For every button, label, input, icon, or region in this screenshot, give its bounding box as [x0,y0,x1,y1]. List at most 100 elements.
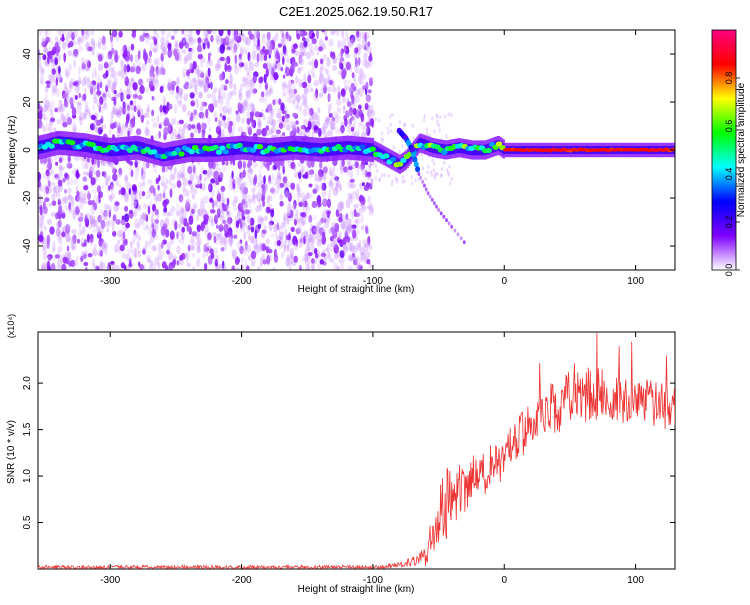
trace-blob [400,157,407,163]
noise-speck [310,49,315,56]
noise-speck [197,81,203,87]
noise-speck [260,163,264,169]
noise-speck [42,126,46,133]
noise-speck [110,109,115,119]
noise-speck [220,185,226,192]
noise-speck [111,263,117,270]
noise-speck [227,217,233,224]
noise-speck [104,203,109,210]
noise-speck [83,163,89,170]
noise-speck [64,200,67,210]
noise-speck [219,237,222,247]
noise-speck [221,165,227,172]
noise-speck [215,197,219,208]
noise-speck [345,213,349,221]
noise-speck [119,244,125,252]
noise-speck [258,201,261,209]
noise-speck [360,252,366,261]
noise-speck [345,30,349,41]
noise-speck [69,82,72,93]
trace-core [230,142,233,156]
noise-speck [426,132,429,137]
noise-speck [38,54,42,63]
noise-speck [216,224,219,229]
noise-speck [328,93,332,101]
noise-speck [353,208,357,218]
noise-speck [57,246,61,255]
noise-speck [318,73,324,83]
noise-speck [268,222,273,232]
noise-speck [361,182,365,187]
noise-speck [278,225,283,231]
noise-speck [299,218,304,224]
noise-speck [58,65,61,75]
noise-speck [137,95,143,100]
noise-speck [279,231,284,240]
noise-speck [272,119,277,127]
noise-speck [116,128,122,137]
noise-speck [308,169,315,175]
noise-speck [74,155,80,161]
noise-speck [111,66,116,72]
noise-speck [243,38,249,46]
noise-speck [289,209,294,218]
noise-speck [126,83,132,93]
noise-speck [348,123,353,129]
noise-speck [110,260,115,265]
noise-speck [331,116,335,122]
noise-speck [322,197,326,206]
noise-speck [302,50,307,56]
noise-speck [319,219,322,226]
noise-speck [71,35,75,44]
noise-speck [227,108,230,115]
noise-speck [359,256,364,263]
noise-speck [221,260,225,269]
noise-speck [94,219,99,229]
noise-speck [198,79,204,89]
trace-blob [222,149,229,155]
noise-speck [62,121,68,128]
noise-speck [304,171,309,179]
noise-speck [358,240,362,249]
noise-speck [89,214,92,220]
colorbar: 0.00.20.40.60.8 Normalized spectral ampl… [711,29,747,276]
noise-speck [192,123,196,130]
noise-speck [124,106,130,114]
noise-speck [365,251,369,259]
noise-speck [421,166,425,171]
noise-speck [137,50,141,60]
noise-speck [250,235,255,244]
noise-speck [79,116,83,126]
noise-speck [205,60,209,69]
noise-speck [77,36,82,43]
noise-speck [116,110,122,117]
noise-speck [162,239,168,245]
noise-speck [71,32,75,41]
noise-speck [282,132,286,137]
noise-speck [345,221,348,230]
noise-speck [195,246,201,254]
noise-speck [183,122,188,130]
noise-speck [172,30,178,35]
noise-speck [216,36,221,46]
noise-speck [90,40,96,47]
noise-speck [321,182,327,191]
noise-speck [267,102,273,110]
noise-speck [114,243,120,253]
noise-speck [221,197,228,203]
noise-speck [137,182,142,188]
noise-speck [136,241,140,249]
noise-speck [90,114,96,121]
noise-speck [135,65,141,75]
noise-speck [112,230,117,237]
noise-speck [55,190,61,198]
noise-speck [166,249,171,255]
noise-speck [323,81,327,86]
noise-speck [314,172,318,183]
noise-speck [340,88,346,97]
noise-speck [155,71,160,76]
noise-speck [284,113,290,119]
noise-speck [323,217,327,224]
noise-speck [298,78,303,85]
noise-speck [232,204,239,211]
